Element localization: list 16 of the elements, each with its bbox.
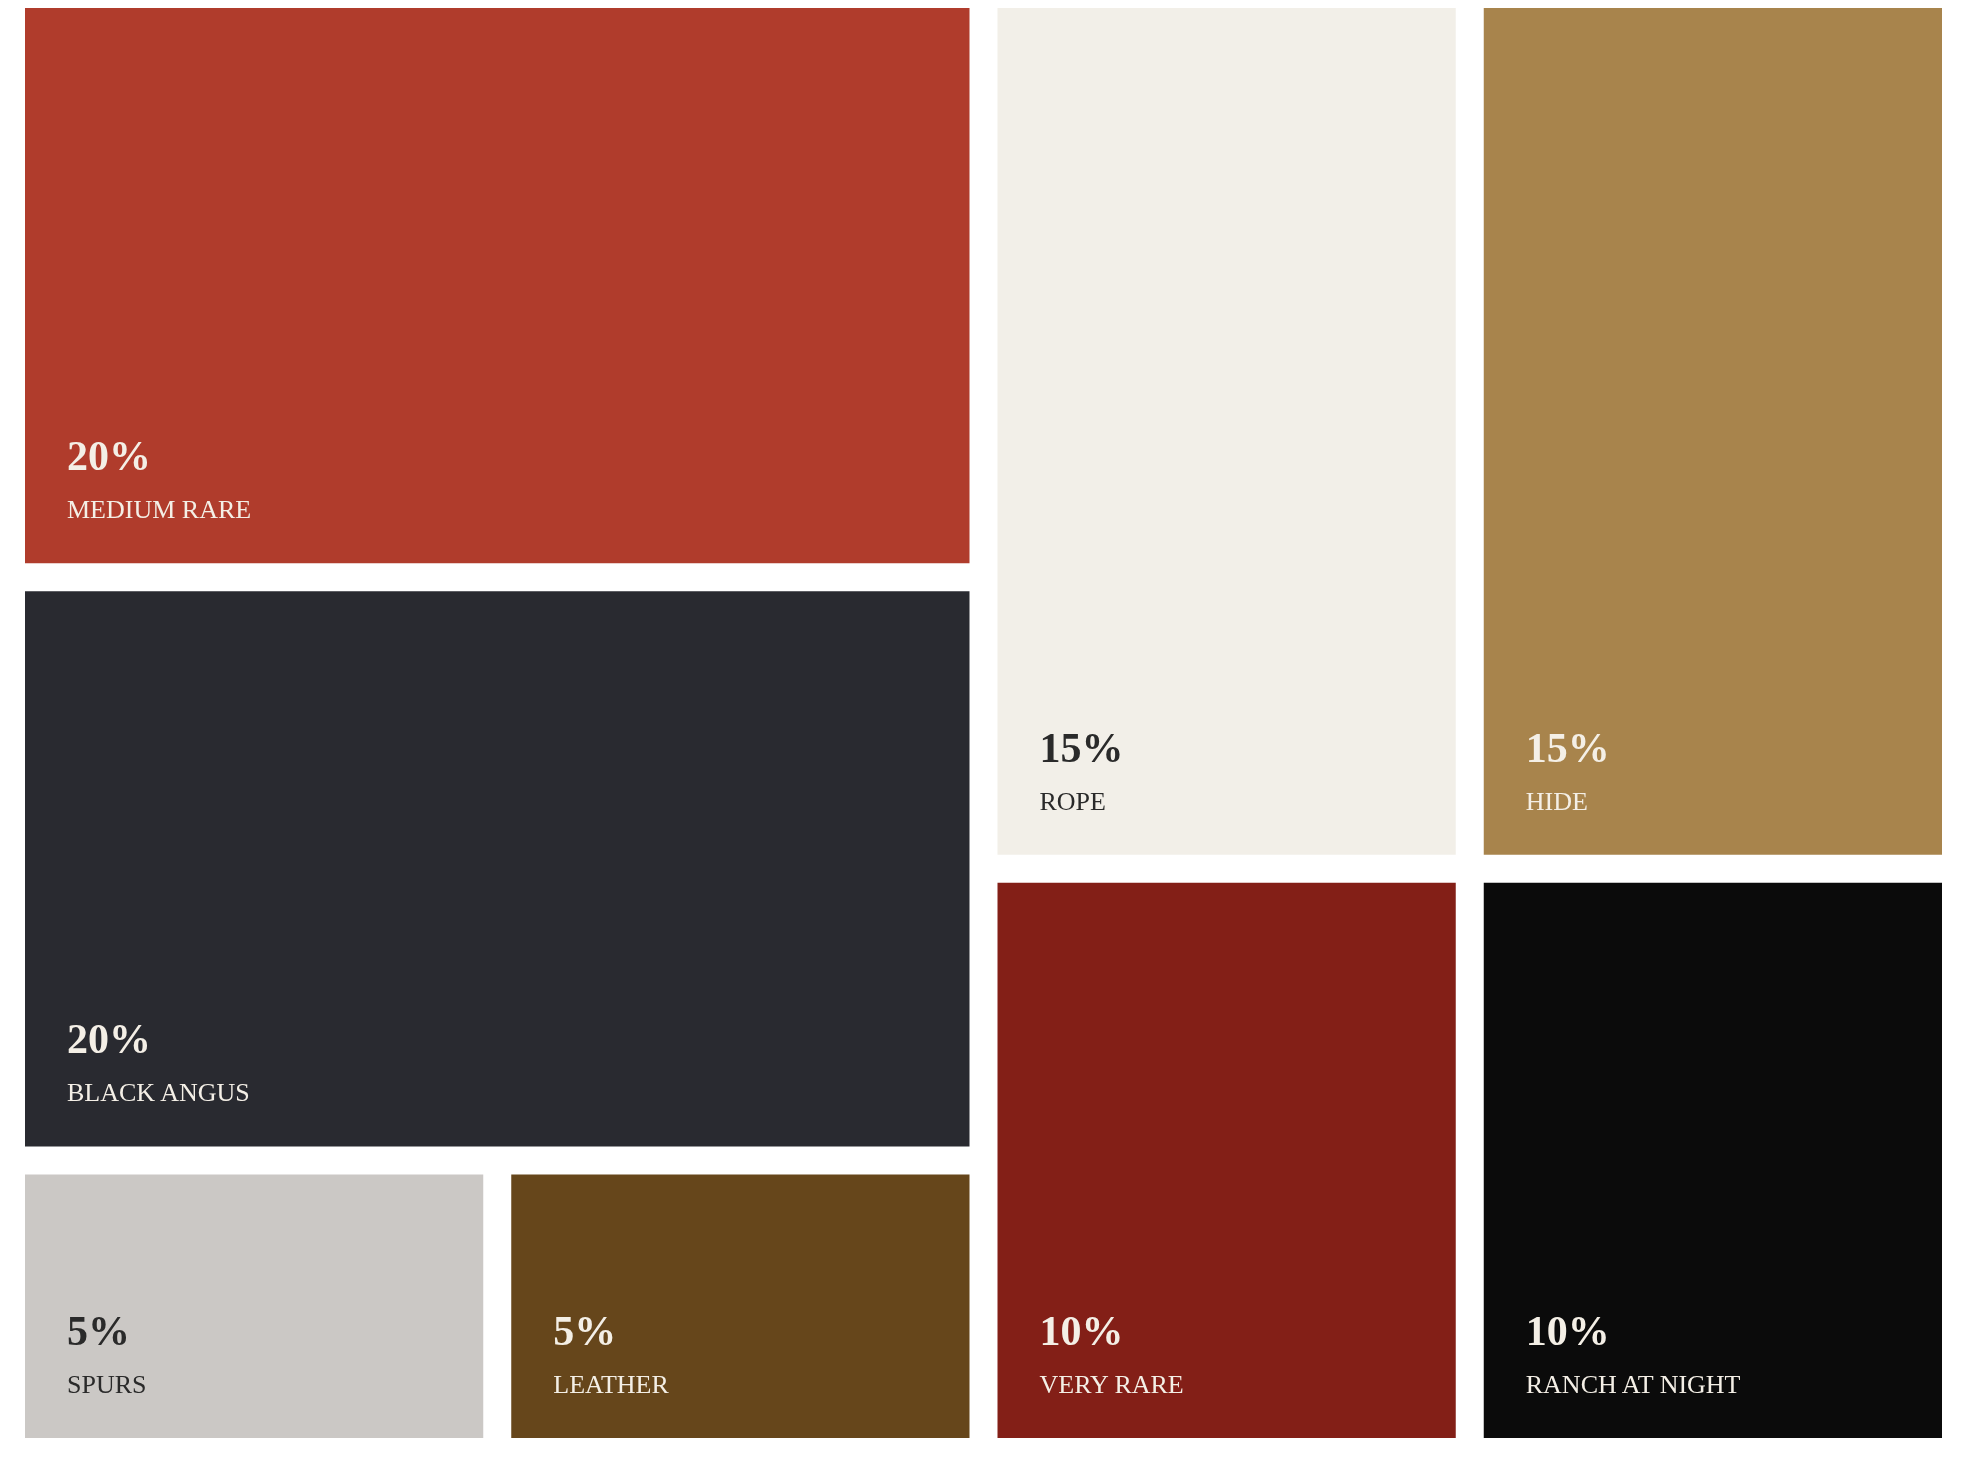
data-label: 10% (1039, 1308, 1124, 1354)
data-label: 5% (553, 1308, 617, 1354)
data-label: 20% (67, 433, 151, 480)
category-label: BLACK ANGUS (67, 1078, 250, 1108)
category-label: ROPE (1039, 786, 1106, 816)
category-label: HIDE (1525, 786, 1588, 816)
category-label: LEATHER (553, 1370, 670, 1399)
data-label: 15% (1525, 724, 1610, 771)
category-label: VERY RARE (1039, 1370, 1184, 1399)
category-label: RANCH AT NIGHT (1525, 1370, 1741, 1399)
data-label: 15% (1039, 724, 1124, 771)
category-label: SPURS (67, 1370, 147, 1399)
data-label: 5% (67, 1308, 130, 1354)
data-label: 10% (1525, 1308, 1610, 1354)
data-label: 20% (67, 1016, 151, 1063)
category-label: MEDIUM RARE (67, 495, 252, 525)
